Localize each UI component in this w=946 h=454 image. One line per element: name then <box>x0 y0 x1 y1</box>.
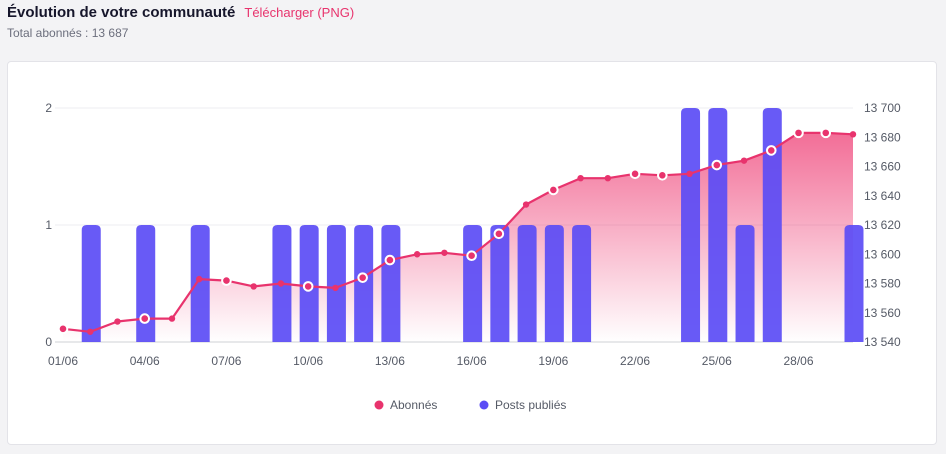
x-tick-label: 16/06 <box>457 354 487 368</box>
subscribers-point <box>657 169 668 181</box>
y-right-tick-label: 13 620 <box>864 218 901 232</box>
posts-bar <box>190 225 210 342</box>
subscribers-point <box>57 323 69 335</box>
legend-marker <box>479 400 489 410</box>
y-right-tick-label: 13 660 <box>864 160 901 174</box>
subscribers-point <box>466 250 477 262</box>
download-png-link[interactable]: Télécharger (PNG) <box>244 5 355 20</box>
subscribers-point <box>686 170 693 178</box>
subscribers-point <box>793 127 804 139</box>
chart-header: Évolution de votre communauté Télécharge… <box>7 4 354 40</box>
subscribers-point <box>139 313 151 324</box>
subscribers-point <box>413 251 421 258</box>
posts-bar <box>381 225 401 342</box>
y-left-tick-label: 0 <box>45 335 52 349</box>
subscribers-point <box>277 280 285 287</box>
posts-bar <box>681 108 701 342</box>
subscribers-point <box>577 175 584 182</box>
posts-bar <box>544 225 564 342</box>
legend-label: Posts publiés <box>495 398 566 412</box>
x-tick-label: 04/06 <box>130 354 160 368</box>
subscribers-area <box>63 132 853 342</box>
posts-bar <box>354 225 374 342</box>
y-right-tick-label: 13 700 <box>864 101 901 115</box>
posts-bar <box>517 225 537 342</box>
subscribers-point <box>384 254 396 266</box>
subscribers-point <box>221 275 232 286</box>
posts-bar <box>463 225 483 342</box>
subscribers-point <box>493 228 505 240</box>
y-right-tick-label: 13 560 <box>864 306 901 320</box>
posts-bar <box>490 225 510 342</box>
x-tick-label: 13/06 <box>375 354 405 368</box>
subscribers-point <box>604 175 612 182</box>
y-right-tick-label: 13 640 <box>864 189 901 203</box>
legend-label: Abonnés <box>390 398 437 412</box>
y-left-tick-label: 1 <box>45 218 52 232</box>
subscribers-point <box>765 145 777 156</box>
subscribers-point <box>302 281 314 292</box>
posts-bar <box>708 108 728 342</box>
community-chart: 0 1 2 13 540 13 560 13 580 13 600 13 620 13 640 1… <box>45 101 901 412</box>
chart-title: Évolution de votre communauté <box>7 4 236 21</box>
subscribers-point <box>250 283 257 290</box>
legend-marker <box>374 400 384 410</box>
posts-bar <box>735 225 755 342</box>
total-subscribers: Total abonnés : 13 687 <box>7 26 129 40</box>
subscribers-point <box>522 201 530 208</box>
x-tick-label: 10/06 <box>293 354 323 368</box>
posts-bar <box>326 225 346 342</box>
subscribers-point <box>711 159 723 171</box>
y-right-tick-label: 13 680 <box>864 130 901 144</box>
subscribers-point <box>168 315 176 322</box>
y-right-tick-label: 13 600 <box>864 247 901 261</box>
y-right-tick-label: 13 580 <box>864 277 901 291</box>
posts-bar <box>572 225 592 342</box>
subscribers-point <box>332 284 339 292</box>
posts-bar <box>844 225 864 342</box>
x-tick-label: 01/06 <box>48 354 78 368</box>
y-right-tick-label: 13 540 <box>864 335 901 349</box>
subscribers-point <box>548 184 559 196</box>
y-left-tick-label: 2 <box>45 101 52 115</box>
x-tick-label: 19/06 <box>538 354 568 368</box>
subscribers-point <box>114 318 121 325</box>
posts-bar <box>762 108 782 342</box>
subscribers-point <box>740 157 748 164</box>
x-tick-label: 07/06 <box>211 354 241 368</box>
subscribers-point <box>441 249 448 256</box>
x-tick-label: 25/06 <box>702 354 732 368</box>
chart-card: 0 1 2 13 540 13 560 13 580 13 600 13 620 13 640 1… <box>7 61 937 445</box>
x-tick-label: 28/06 <box>784 354 814 368</box>
posts-bar <box>136 225 156 342</box>
subscribers-point <box>820 127 832 139</box>
subscribers-point <box>196 275 203 283</box>
subscribers-point <box>629 168 641 180</box>
subscribers-point <box>357 272 368 283</box>
subscribers-point <box>849 131 857 138</box>
subscribers-point <box>87 328 94 335</box>
posts-bar <box>81 225 101 342</box>
x-tick-label: 22/06 <box>620 354 650 368</box>
